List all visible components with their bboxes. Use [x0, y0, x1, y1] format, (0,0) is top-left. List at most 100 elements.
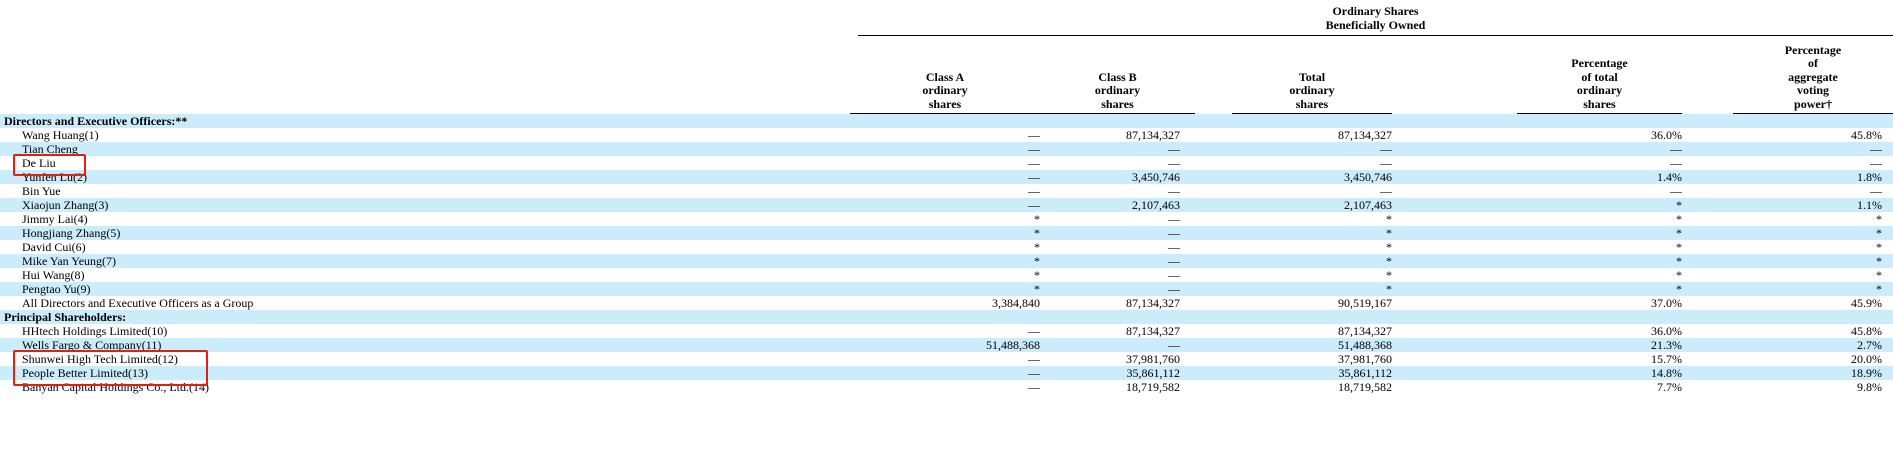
column-header-row: Class A ordinary shares Class B ordinary…	[0, 40, 1893, 114]
cell-total-shares: *	[1386, 268, 1392, 282]
cell-class-b-shares: 18,719,582	[1126, 380, 1180, 394]
table-row: Mike Yan Yeung(7) * — * * *	[0, 254, 1893, 268]
cell-class-a-shares: *	[1034, 268, 1040, 282]
cell-total-shares: *	[1386, 282, 1392, 296]
cell-pct-total-shares: —	[1670, 142, 1682, 156]
table-row: David Cui(6) * — * * *	[0, 240, 1893, 254]
cell-total-shares: *	[1386, 254, 1392, 268]
row-name-text: People Better Limited(13)	[22, 366, 148, 380]
row-name: Jimmy Lai(4)	[0, 212, 740, 226]
row-name-text: Jimmy Lai(4)	[22, 212, 88, 226]
cell-pct-voting-power: 45.8%	[1851, 324, 1883, 338]
row-name: Principal Shareholders:	[0, 310, 740, 324]
table-row: Xiaojun Zhang(3) — 2,107,463 2,107,463 * 1.1%	[0, 198, 1893, 212]
table-row: De Liu — — — — —	[0, 156, 1893, 170]
cell-pct-voting-power: *	[1876, 226, 1883, 240]
cell-total-shares: 87,134,327	[1338, 128, 1392, 142]
row-name: Mike Yan Yeung(7)	[0, 254, 740, 268]
cell-pct-total-shares	[1392, 310, 1682, 324]
cell-class-b-shares: —	[1168, 254, 1180, 268]
table-row: Pengtao Yu(9) * — * * *	[0, 282, 1893, 296]
row-name-text: Hongjiang Zhang(5)	[22, 226, 121, 240]
cell-class-a-shares: *	[1034, 226, 1040, 240]
column-header-voting-power: Percentage of aggregate voting power†	[1682, 40, 1893, 114]
cell-pct-voting-power: *	[1876, 254, 1883, 268]
table-row: Principal Shareholders:	[0, 310, 1893, 324]
cell-total-shares: *	[1386, 240, 1392, 254]
cell-class-b-shares: —	[1168, 268, 1180, 282]
table-row: Tian Cheng — — — — —	[0, 142, 1893, 156]
row-name: People Better Limited(13)	[0, 366, 740, 380]
row-name: Bin Yue	[0, 184, 740, 198]
cell-class-b-shares: —	[1168, 212, 1180, 226]
cell-class-b-shares: —	[1168, 338, 1180, 352]
row-name: David Cui(6)	[0, 240, 740, 254]
cell-class-a-shares: *	[1034, 254, 1040, 268]
cell-class-a-shares: —	[1028, 170, 1040, 184]
beneficial-ownership-table: Ordinary Shares Beneficially Owned Class…	[0, 4, 1893, 394]
cell-total-shares: —	[1380, 184, 1392, 198]
cell-pct-total-shares: 15.7%	[1651, 352, 1682, 366]
row-name: Yunfen Lu(2)	[0, 170, 740, 184]
cell-class-a-shares	[740, 310, 1040, 324]
cell-class-a-shares: —	[1028, 380, 1040, 394]
row-name-text: Wells Fargo & Company(11)	[22, 338, 162, 352]
cell-pct-total-shares: 14.8%	[1651, 366, 1682, 380]
row-name-text: Mike Yan Yeung(7)	[22, 254, 117, 268]
row-name-text: De Liu	[22, 156, 56, 170]
cell-pct-total-shares: *	[1676, 226, 1682, 240]
cell-total-shares: 2,107,463	[1344, 198, 1392, 212]
cell-pct-total-shares: *	[1676, 268, 1682, 282]
cell-pct-voting-power: —	[1870, 142, 1883, 156]
cell-class-b-shares: 37,981,760	[1126, 352, 1180, 366]
row-name-text: Tian Cheng	[22, 142, 78, 156]
row-name: Wang Huang(1)	[0, 128, 740, 142]
cell-class-a-shares: —	[1028, 352, 1040, 366]
table-row: Wang Huang(1) — 87,134,327 87,134,327 36.0% 4…	[0, 128, 1893, 142]
cell-pct-voting-power: *	[1876, 240, 1883, 254]
cell-total-shares: *	[1386, 212, 1392, 226]
cell-class-b-shares: —	[1168, 156, 1180, 170]
group-header-row: Ordinary Shares Beneficially Owned	[0, 4, 1893, 40]
cell-pct-voting-power: 9.8%	[1857, 380, 1883, 394]
row-name: Directors and Executive Officers:**	[0, 114, 740, 128]
cell-class-a-shares: 3,384,840	[992, 296, 1040, 310]
cell-pct-voting-power: 18.9%	[1851, 366, 1883, 380]
cell-pct-total-shares: 36.0%	[1651, 128, 1682, 142]
cell-class-a-shares: —	[1028, 156, 1040, 170]
table-row: Shunwei High Tech Limited(12) — 37,981,760…	[0, 352, 1893, 366]
cell-total-shares: 18,719,582	[1338, 380, 1392, 394]
cell-class-a-shares: —	[1028, 366, 1040, 380]
cell-total-shares: 87,134,327	[1338, 324, 1392, 338]
cell-total-shares: 51,488,368	[1338, 338, 1392, 352]
cell-class-a-shares: —	[1028, 142, 1040, 156]
cell-pct-voting-power	[1682, 114, 1893, 128]
cell-class-b-shares: —	[1168, 282, 1180, 296]
cell-pct-total-shares: *	[1676, 254, 1682, 268]
cell-pct-total-shares: 37.0%	[1651, 296, 1682, 310]
group-header-cell: Ordinary Shares Beneficially Owned	[740, 4, 1893, 40]
cell-total-shares	[1180, 114, 1392, 128]
row-name-text: David Cui(6)	[22, 240, 86, 254]
row-name: HHtech Holdings Limited(10)	[0, 324, 740, 338]
cell-total-shares: 3,450,746	[1344, 170, 1392, 184]
cell-pct-total-shares: —	[1670, 156, 1682, 170]
cell-class-b-shares: —	[1168, 142, 1180, 156]
table-row: Banyan Capital Holdings Co., Ltd.(14) — 18…	[0, 380, 1893, 394]
cell-total-shares	[1180, 310, 1392, 324]
row-name-text: Wang Huang(1)	[22, 128, 99, 142]
row-name-text: Banyan Capital Holdings Co., Ltd.(14)	[22, 380, 209, 394]
cell-class-a-shares: —	[1028, 128, 1040, 142]
cell-class-b-shares: 2,107,463	[1132, 198, 1180, 212]
row-name-text: Bin Yue	[22, 184, 61, 198]
table-row: Hui Wang(8) * — * * *	[0, 268, 1893, 282]
cell-total-shares: *	[1386, 226, 1392, 240]
cell-pct-total-shares: *	[1676, 282, 1682, 296]
cell-class-a-shares: —	[1028, 324, 1040, 338]
cell-pct-voting-power: *	[1876, 212, 1883, 226]
cell-pct-voting-power: 20.0%	[1851, 352, 1883, 366]
row-name-text: Xiaojun Zhang(3)	[22, 198, 109, 212]
group-header-title: Ordinary Shares Beneficially Owned	[858, 4, 1893, 36]
cell-class-a-shares: *	[1034, 240, 1040, 254]
table-row: Directors and Executive Officers:**	[0, 114, 1893, 128]
